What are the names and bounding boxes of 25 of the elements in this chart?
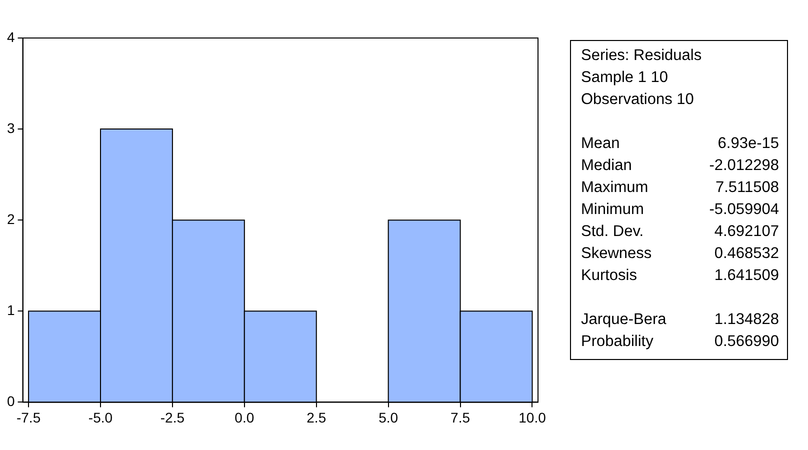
- text: Std. Dev. 4.692107: [581, 223, 779, 240]
- y-tick-label: 1: [6, 302, 15, 318]
- text: Minimum -5.059904: [581, 201, 779, 218]
- x-tick-label: -5.0: [88, 409, 113, 426]
- text: Skewness 0.468532: [581, 245, 779, 262]
- x-tick-label: 10.0: [518, 409, 546, 426]
- text: Probability 0.566990: [581, 333, 779, 350]
- x-tick-label: -2.5: [160, 409, 185, 426]
- text: Mean 6.93e-15: [581, 135, 779, 152]
- text: Series: Residuals: [581, 46, 703, 66]
- text: Maximum 7.511508: [581, 179, 779, 196]
- x-tick-label: -7.5: [16, 409, 41, 426]
- text: Observations 10: [581, 90, 695, 110]
- text: Kurtosis 1.641509: [581, 267, 779, 284]
- x-tick-label: 0.0: [234, 409, 254, 426]
- x-tick-label: 2.5: [306, 409, 326, 426]
- y-tick-label: 4: [6, 28, 15, 45]
- y-tick-label: 3: [6, 120, 15, 136]
- y-tick-label: 0: [6, 393, 15, 410]
- text: Sample 1 10: [581, 68, 670, 88]
- y-tick-label: 2: [6, 210, 15, 227]
- x-tick-label: 7.5: [450, 409, 470, 426]
- x-tick-label: 5.0: [378, 409, 398, 426]
- text: Jarque-Bera 1.134828: [581, 311, 779, 328]
- text: Median -2.012298: [581, 157, 779, 174]
